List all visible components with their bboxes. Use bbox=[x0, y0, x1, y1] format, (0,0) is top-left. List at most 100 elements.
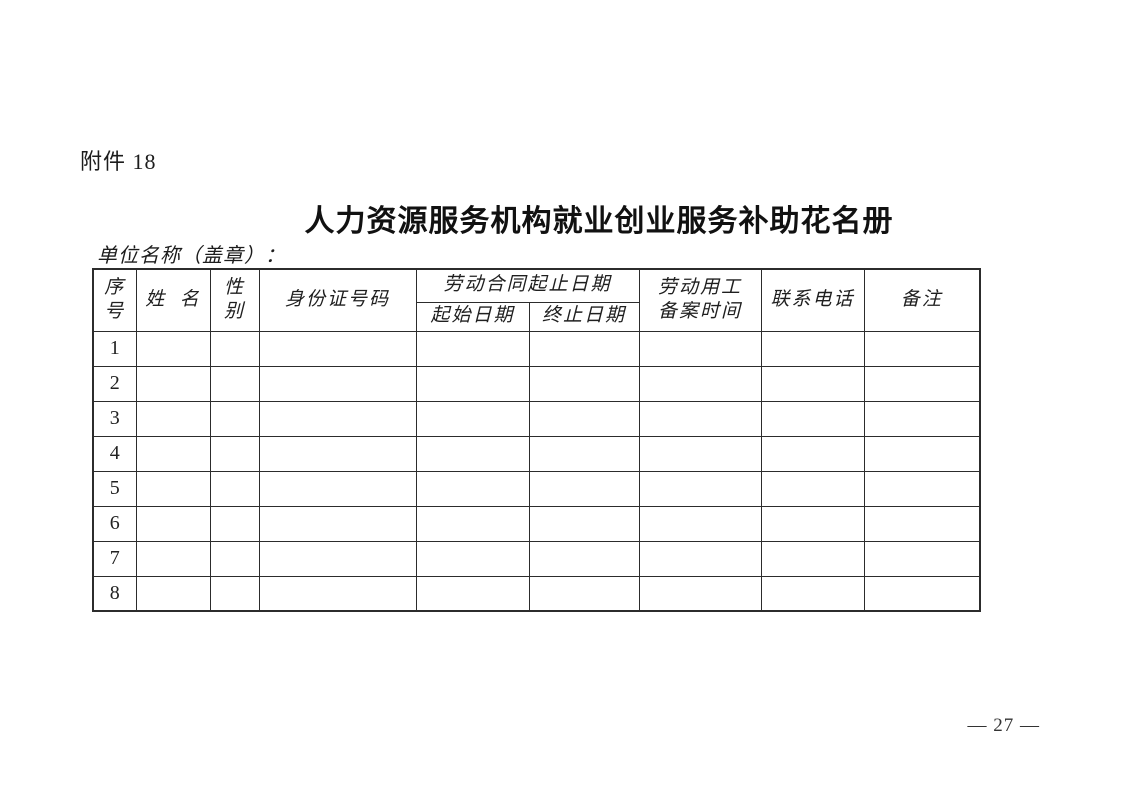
cell-empty bbox=[863, 575, 981, 612]
header-filing-time: 劳动用工 备案时间 bbox=[638, 268, 762, 332]
header-filing-time-line2: 备案时间 bbox=[658, 301, 743, 323]
cell-empty bbox=[258, 540, 417, 577]
header-gender: 性 别 bbox=[209, 268, 260, 332]
cell-empty bbox=[638, 330, 762, 367]
cell-empty bbox=[863, 400, 981, 437]
cell-empty bbox=[258, 435, 417, 472]
cell-empty bbox=[760, 470, 865, 507]
cell-empty bbox=[135, 575, 211, 612]
cell-empty bbox=[209, 540, 260, 577]
cell-empty bbox=[528, 575, 640, 612]
header-name: 姓 名 bbox=[135, 268, 211, 332]
header-row-sub: 起始日期 终止日期 bbox=[93, 301, 980, 332]
table-row: 6 bbox=[92, 505, 981, 542]
header-id-number: 身份证号码 bbox=[258, 268, 417, 332]
cell-seq-no: 5 bbox=[92, 470, 137, 507]
header-remarks: 备注 bbox=[863, 268, 981, 332]
table-row: 8 bbox=[92, 575, 981, 612]
table-row: 7 bbox=[92, 540, 981, 577]
cell-empty bbox=[209, 470, 260, 507]
cell-empty bbox=[415, 575, 530, 612]
table-row: 3 bbox=[92, 400, 981, 437]
table-row: 4 bbox=[92, 435, 981, 472]
cell-empty bbox=[415, 540, 530, 577]
roster-table: 序 号 姓 名 性 别 身份证号码 劳动合同起止日期 劳动用工 备案时间 联系电… bbox=[92, 268, 982, 612]
cell-empty bbox=[135, 505, 211, 542]
unit-seal-label: 单位名称（盖章）： bbox=[97, 245, 286, 267]
cell-seq-no: 8 bbox=[92, 575, 137, 612]
cell-empty bbox=[863, 435, 981, 472]
cell-empty bbox=[760, 575, 865, 612]
cell-seq-no: 1 bbox=[92, 330, 137, 367]
cell-seq-no: 3 bbox=[92, 400, 137, 437]
cell-empty bbox=[638, 575, 762, 612]
cell-empty bbox=[415, 365, 530, 402]
header-seq-no: 序 号 bbox=[92, 268, 137, 332]
cell-empty bbox=[258, 400, 417, 437]
header-contract-end: 终止日期 bbox=[528, 301, 640, 332]
cell-empty bbox=[528, 330, 640, 367]
header-row-top: 序 号 姓 名 性 别 身份证号码 劳动合同起止日期 劳动用工 备案时间 联系电… bbox=[92, 268, 981, 332]
cell-empty bbox=[415, 505, 530, 542]
cell-empty bbox=[863, 330, 981, 367]
cell-empty bbox=[135, 400, 211, 437]
cell-empty bbox=[258, 505, 417, 542]
cell-seq-no: 4 bbox=[92, 435, 137, 472]
header-seq-no-line1: 序 bbox=[104, 276, 126, 298]
cell-empty bbox=[638, 470, 762, 507]
page-number: — 27 — bbox=[967, 715, 1040, 736]
cell-empty bbox=[760, 400, 865, 437]
cell-empty bbox=[258, 330, 417, 367]
attachment-label: 附件 18 bbox=[80, 149, 157, 174]
cell-empty bbox=[135, 330, 211, 367]
header-filing-time-line1: 劳动用工 bbox=[658, 276, 743, 298]
cell-empty bbox=[258, 575, 417, 612]
cell-empty bbox=[528, 365, 640, 402]
document-title: 人力资源服务机构就业创业服务补助花名册 bbox=[304, 205, 894, 238]
cell-empty bbox=[135, 470, 211, 507]
cell-empty bbox=[863, 470, 981, 507]
header-seq-no-line2: 号 bbox=[104, 301, 126, 323]
cell-seq-no: 2 bbox=[92, 365, 137, 402]
cell-empty bbox=[760, 505, 865, 542]
cell-empty bbox=[760, 365, 865, 402]
cell-seq-no: 6 bbox=[92, 505, 137, 542]
header-gender-line2: 别 bbox=[223, 301, 245, 323]
cell-empty bbox=[863, 365, 981, 402]
header-phone: 联系电话 bbox=[760, 268, 865, 332]
cell-empty bbox=[528, 540, 640, 577]
cell-empty bbox=[638, 505, 762, 542]
cell-empty bbox=[638, 435, 762, 472]
cell-empty bbox=[415, 470, 530, 507]
cell-empty bbox=[415, 400, 530, 437]
cell-empty bbox=[528, 400, 640, 437]
cell-empty bbox=[528, 470, 640, 507]
header-gender-line1: 性 bbox=[223, 276, 245, 298]
cell-empty bbox=[135, 540, 211, 577]
cell-seq-no: 7 bbox=[92, 540, 137, 577]
cell-empty bbox=[638, 540, 762, 577]
cell-empty bbox=[863, 540, 981, 577]
cell-empty bbox=[863, 505, 981, 542]
cell-empty bbox=[135, 365, 211, 402]
cell-empty bbox=[258, 470, 417, 507]
cell-empty bbox=[209, 330, 260, 367]
cell-empty bbox=[415, 330, 530, 367]
cell-empty bbox=[760, 435, 865, 472]
table-row: 5 bbox=[92, 470, 981, 507]
cell-empty bbox=[638, 400, 762, 437]
table-row: 2 bbox=[92, 365, 981, 402]
cell-empty bbox=[528, 505, 640, 542]
cell-empty bbox=[209, 365, 260, 402]
cell-empty bbox=[638, 365, 762, 402]
cell-empty bbox=[135, 435, 211, 472]
table-row: 1 bbox=[92, 330, 981, 367]
cell-empty bbox=[209, 505, 260, 542]
cell-empty bbox=[760, 330, 865, 367]
cell-empty bbox=[528, 435, 640, 472]
cell-empty bbox=[209, 400, 260, 437]
header-contract-start: 起始日期 bbox=[415, 301, 530, 332]
cell-empty bbox=[209, 575, 260, 612]
header-contract-period: 劳动合同起止日期 bbox=[415, 268, 640, 303]
